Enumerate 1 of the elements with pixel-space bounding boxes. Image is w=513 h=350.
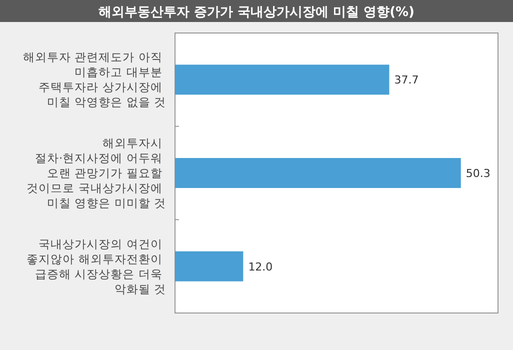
title: 해외부동산투자 증가가 국내상가시장에 미칠 영향(%) <box>98 5 414 20</box>
